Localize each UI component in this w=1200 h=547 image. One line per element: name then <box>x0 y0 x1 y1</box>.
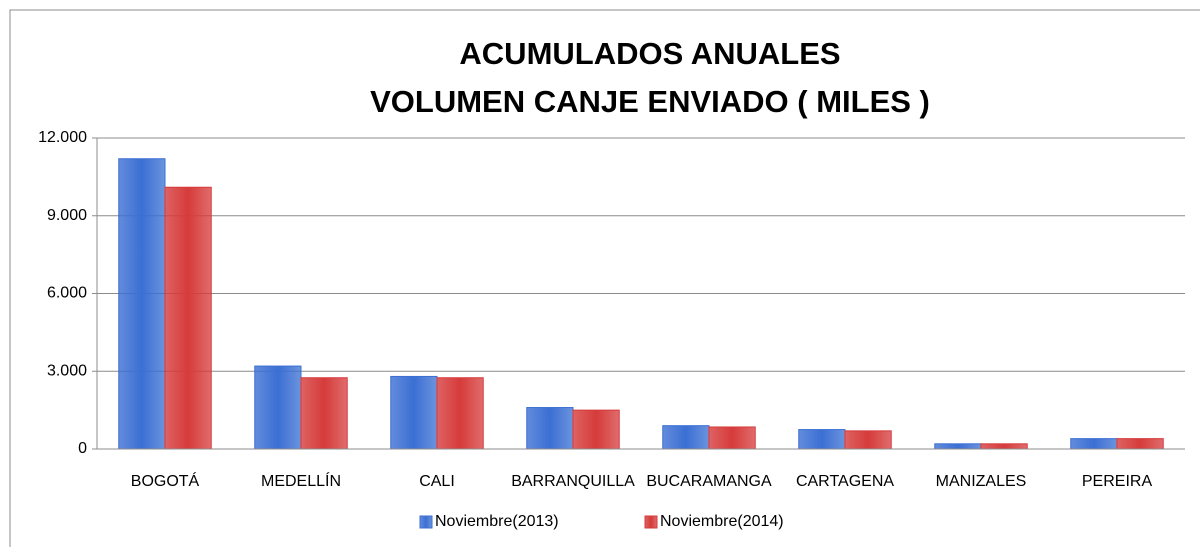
bar <box>300 377 348 450</box>
x-tick-label: BUCARAMANGA <box>646 473 772 490</box>
y-tick-label: 9.000 <box>47 207 87 224</box>
x-tick-label: BARRANQUILLA <box>511 473 635 490</box>
bar <box>526 407 574 450</box>
bar <box>254 365 302 450</box>
x-tick-label: MEDELLÍN <box>261 471 341 490</box>
y-tick-label: 6.000 <box>47 285 87 302</box>
bar <box>798 429 846 450</box>
bar <box>436 377 484 450</box>
bar <box>572 409 620 450</box>
x-tick-label: CARTAGENA <box>796 473 894 490</box>
bar <box>1070 438 1118 450</box>
bar <box>390 375 438 450</box>
bar <box>844 430 892 450</box>
bar <box>164 186 212 450</box>
bar <box>1116 438 1164 450</box>
bar <box>980 443 1028 450</box>
legend-label: Noviembre(2013) <box>435 513 559 530</box>
legend-label: Noviembre(2014) <box>660 513 784 530</box>
x-tick-label: CALI <box>419 473 455 490</box>
x-tick-label: PEREIRA <box>1082 473 1153 490</box>
x-tick-label: BOGOTÁ <box>131 471 200 490</box>
y-tick-label: 0 <box>78 440 87 457</box>
bar <box>934 443 982 450</box>
legend-marker <box>419 515 433 529</box>
chart-title: ACUMULADOS ANUALES <box>459 36 840 71</box>
y-tick-label: 12.000 <box>38 129 87 146</box>
chart-title: VOLUMEN CANJE ENVIADO ( MILES ) <box>370 84 930 119</box>
bar <box>708 426 756 450</box>
legend-marker <box>644 515 658 529</box>
y-tick-label: 3.000 <box>47 362 87 379</box>
bar <box>662 425 710 450</box>
x-tick-label: MANIZALES <box>936 473 1027 490</box>
bar <box>118 158 166 450</box>
